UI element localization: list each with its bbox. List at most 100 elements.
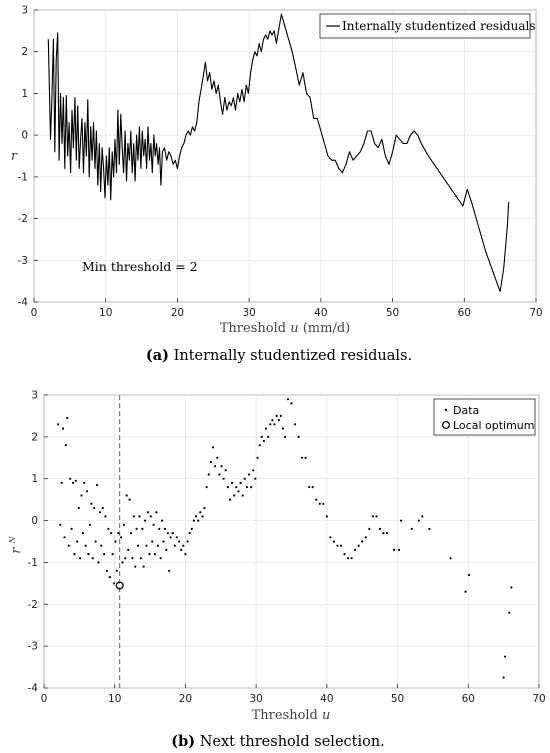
- legend-b-dot-swatch: [444, 408, 448, 412]
- caption-b-label: (b): [171, 733, 195, 750]
- data-point: [79, 557, 82, 560]
- data-point: [297, 435, 300, 438]
- data-point: [149, 515, 152, 518]
- y-tick-label: 2: [21, 46, 28, 58]
- data-point: [231, 481, 234, 484]
- series-b: [57, 398, 513, 679]
- data-point: [347, 557, 350, 560]
- y-tick-label: -3: [28, 641, 38, 653]
- data-point: [63, 536, 66, 539]
- data-point: [57, 423, 60, 426]
- data-point: [233, 494, 236, 497]
- data-point: [252, 469, 255, 472]
- data-point: [138, 515, 141, 518]
- legend-b-label-optimum: Local optimum: [453, 419, 535, 432]
- data-point: [428, 527, 431, 531]
- ylabel-b-base: r: [9, 547, 24, 554]
- xlabel-b-text: Threshold: [252, 708, 318, 723]
- data-point: [182, 544, 185, 547]
- data-point: [286, 398, 290, 401]
- data-point: [343, 553, 346, 556]
- data-point: [228, 498, 232, 501]
- data-point: [264, 427, 268, 430]
- data-point: [60, 481, 63, 484]
- data-point: [100, 544, 103, 547]
- data-point: [81, 532, 84, 535]
- data-point: [83, 481, 86, 484]
- data-point: [194, 515, 198, 518]
- data-point: [166, 532, 169, 535]
- data-point: [258, 444, 261, 447]
- data-point: [318, 502, 321, 505]
- y-tick-label: -2: [28, 599, 38, 611]
- data-point: [235, 486, 238, 489]
- data-point: [88, 523, 92, 526]
- x-tick-label: 40: [320, 693, 333, 705]
- ticks-b: 0 10 20 30 40 50 60 70 -4 -3 -2 -1 0 1 2 3: [28, 390, 546, 706]
- y-tick-label: -3: [18, 255, 28, 267]
- x-tick-label: 0: [41, 693, 48, 705]
- data-point: [315, 498, 318, 501]
- x-tick-label: 40: [314, 307, 327, 319]
- data-point: [105, 569, 108, 572]
- data-point: [214, 465, 217, 468]
- data-point: [269, 423, 272, 426]
- data-point: [124, 557, 127, 560]
- data-point: [103, 553, 106, 556]
- data-point: [385, 532, 389, 535]
- data-point: [211, 446, 215, 449]
- data-point: [95, 483, 99, 487]
- data-point: [397, 548, 401, 552]
- data-point: [145, 544, 148, 547]
- data-point: [129, 532, 133, 535]
- data-point: [197, 519, 200, 522]
- data-point: [128, 498, 131, 501]
- caption-a-label: (a): [146, 347, 169, 364]
- x-tick-label: 30: [242, 307, 255, 319]
- data-point: [80, 494, 83, 497]
- data-point: [152, 523, 155, 526]
- y-tick-label: 3: [21, 5, 28, 17]
- data-point: [159, 557, 162, 560]
- data-point: [111, 553, 114, 556]
- legend-b: Data Local optimum: [433, 398, 536, 436]
- chart-panel-a: 0 10 20 30 40 50 60 70 -4 -3 -2 -1 0 1 2 3 r Threshold …: [11, 5, 543, 365]
- data-point: [148, 553, 151, 556]
- data-point: [203, 506, 206, 510]
- plot-area-a: [33, 9, 537, 303]
- data-point: [281, 427, 285, 430]
- data-point: [169, 536, 172, 539]
- data-point: [250, 486, 253, 489]
- data-point: [449, 557, 452, 560]
- data-point: [216, 456, 219, 459]
- data-point: [163, 527, 166, 531]
- data-point: [254, 477, 257, 480]
- legend-b-circle-swatch: [441, 420, 451, 430]
- data-point: [104, 515, 107, 518]
- data-point: [357, 544, 360, 547]
- data-point: [508, 611, 511, 614]
- data-point: [67, 544, 70, 547]
- data-point: [168, 569, 171, 572]
- data-point: [378, 527, 381, 531]
- data-point: [277, 419, 280, 422]
- data-point: [77, 506, 80, 510]
- data-point: [155, 511, 158, 514]
- data-point: [162, 540, 165, 543]
- data-point: [91, 557, 94, 560]
- xlabel-b: Threshold u: [252, 708, 331, 723]
- x-tick-label: 0: [31, 307, 38, 319]
- data-point: [110, 532, 113, 535]
- data-point: [127, 548, 130, 552]
- data-point: [108, 576, 111, 579]
- data-point: [139, 557, 142, 560]
- data-point: [218, 473, 221, 476]
- data-point: [86, 490, 89, 493]
- x-tick-label: 50: [386, 307, 399, 319]
- data-point: [112, 582, 116, 585]
- data-point: [510, 586, 513, 589]
- data-point: [184, 553, 187, 556]
- data-point: [180, 548, 183, 552]
- data-point: [71, 481, 75, 484]
